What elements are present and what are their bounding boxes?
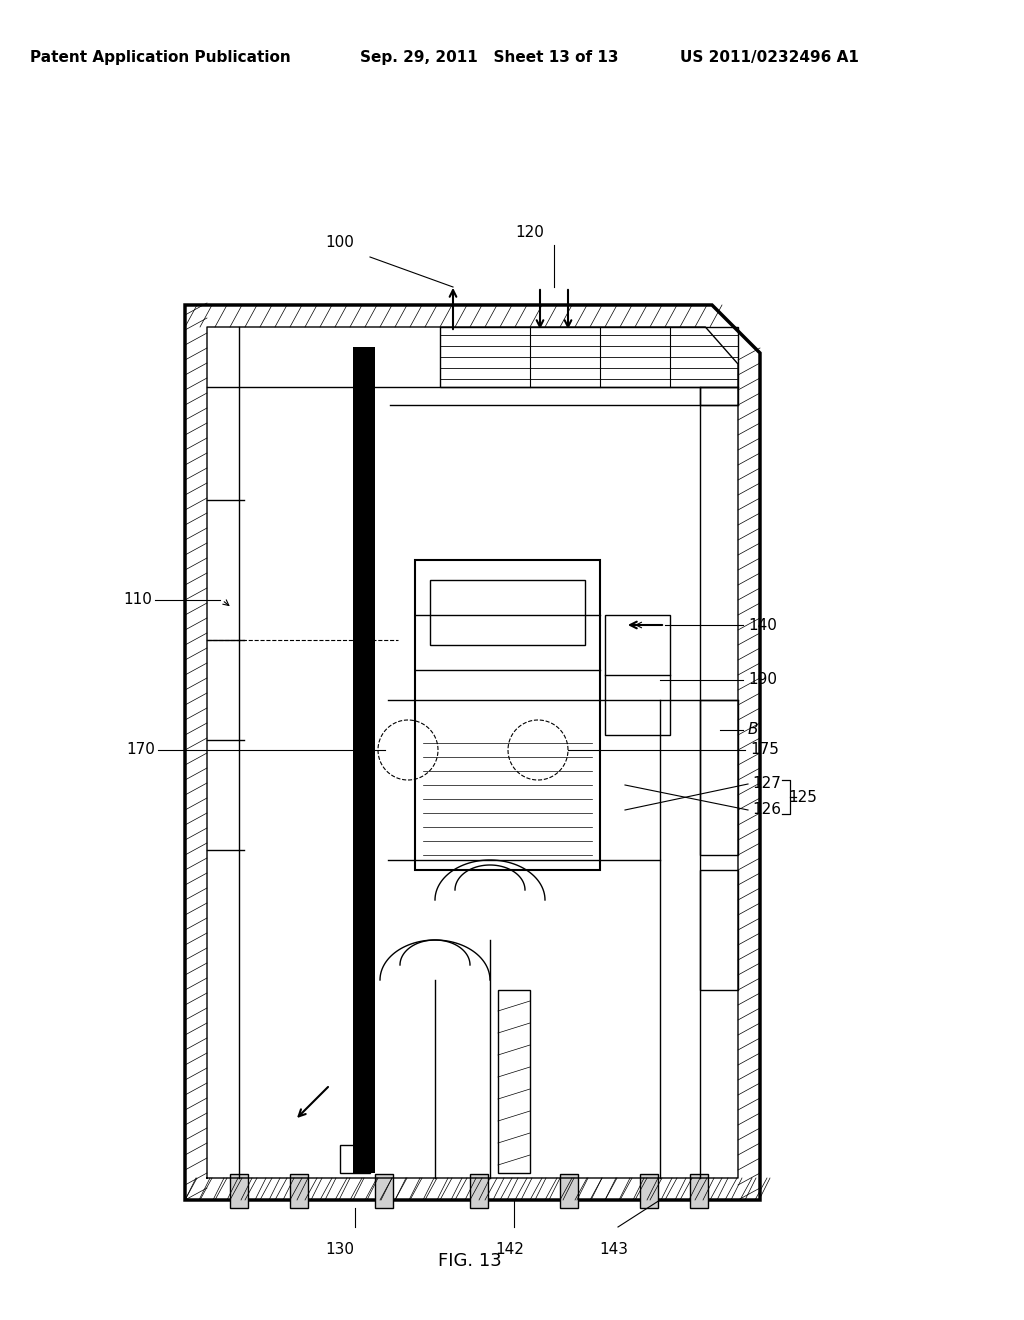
- Text: 175: 175: [750, 742, 779, 758]
- Bar: [690, 1173, 708, 1208]
- Text: 170: 170: [126, 742, 155, 758]
- Bar: [470, 1173, 488, 1208]
- Text: FIG. 13: FIG. 13: [438, 1251, 502, 1270]
- Text: US 2011/0232496 A1: US 2011/0232496 A1: [680, 50, 859, 65]
- Polygon shape: [185, 305, 760, 1200]
- Bar: [375, 1173, 393, 1208]
- Bar: [498, 990, 530, 1173]
- Bar: [430, 579, 585, 645]
- Bar: [353, 347, 375, 1173]
- Text: 100: 100: [326, 235, 354, 249]
- Text: 127: 127: [752, 776, 781, 792]
- Bar: [340, 1144, 370, 1173]
- Text: 110: 110: [123, 593, 152, 607]
- Bar: [440, 327, 738, 387]
- Bar: [290, 1173, 308, 1208]
- Text: 142: 142: [496, 1242, 524, 1257]
- Text: 125: 125: [788, 789, 817, 804]
- Bar: [560, 1173, 578, 1208]
- Bar: [415, 560, 600, 870]
- Bar: [700, 700, 738, 855]
- Text: 140: 140: [748, 618, 777, 632]
- Text: 120: 120: [515, 224, 545, 240]
- Text: 126: 126: [752, 803, 781, 817]
- Bar: [230, 1173, 248, 1208]
- Text: B: B: [748, 722, 759, 738]
- Bar: [640, 1173, 658, 1208]
- Bar: [700, 870, 738, 990]
- Bar: [605, 615, 670, 735]
- Text: 143: 143: [599, 1242, 629, 1257]
- Bar: [700, 387, 738, 405]
- Text: 190: 190: [748, 672, 777, 688]
- Text: Patent Application Publication: Patent Application Publication: [30, 50, 291, 65]
- Text: 130: 130: [326, 1242, 354, 1257]
- Text: Sep. 29, 2011   Sheet 13 of 13: Sep. 29, 2011 Sheet 13 of 13: [360, 50, 618, 65]
